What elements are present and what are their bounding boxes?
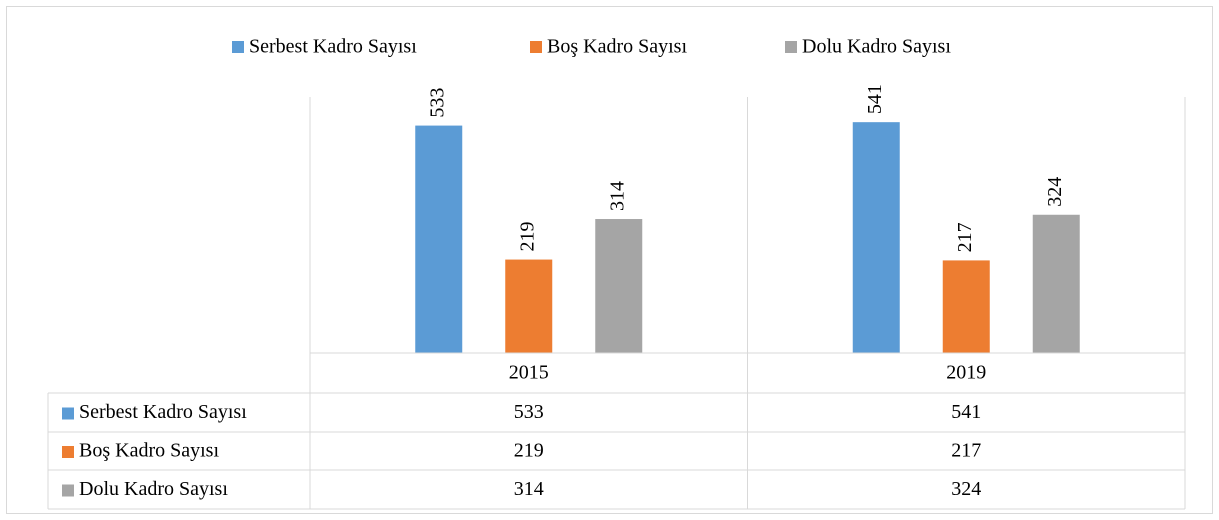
legend-key xyxy=(530,41,542,53)
table-row-label: Dolu Kadro Sayısı xyxy=(79,478,228,500)
table-legend-key xyxy=(62,407,74,420)
data-label: 541 xyxy=(864,84,886,114)
data-label: 219 xyxy=(516,222,538,252)
table-cell: 541 xyxy=(951,401,981,423)
x-tick-label: 2015 xyxy=(509,362,549,384)
table-cell: 217 xyxy=(951,440,981,462)
bar xyxy=(942,260,990,353)
bar xyxy=(505,259,553,353)
data-label: 314 xyxy=(606,181,628,211)
legend-key xyxy=(785,41,797,53)
table-cell: 533 xyxy=(514,401,544,423)
table-legend-key xyxy=(62,446,74,458)
legend-label: Dolu Kadro Sayısı xyxy=(802,36,951,58)
table-row-label: Boş Kadro Sayısı xyxy=(79,440,219,462)
table-row-label: Serbest Kadro Sayısı xyxy=(79,401,247,423)
table-legend-key xyxy=(62,484,74,497)
x-tick-label: 2019 xyxy=(946,362,986,384)
bar xyxy=(415,125,463,353)
data-label: 217 xyxy=(954,222,976,252)
legend-label: Boş Kadro Sayısı xyxy=(547,36,687,58)
bar xyxy=(595,219,643,353)
legend-key xyxy=(232,41,244,53)
data-label: 324 xyxy=(1044,177,1066,207)
data-label: 533 xyxy=(426,88,448,118)
bar xyxy=(1032,214,1080,353)
legend-label: Serbest Kadro Sayısı xyxy=(249,36,417,58)
table-cell: 219 xyxy=(514,440,544,462)
bar xyxy=(852,122,900,353)
table-cell: 314 xyxy=(514,478,544,500)
table-cell: 324 xyxy=(951,478,981,500)
